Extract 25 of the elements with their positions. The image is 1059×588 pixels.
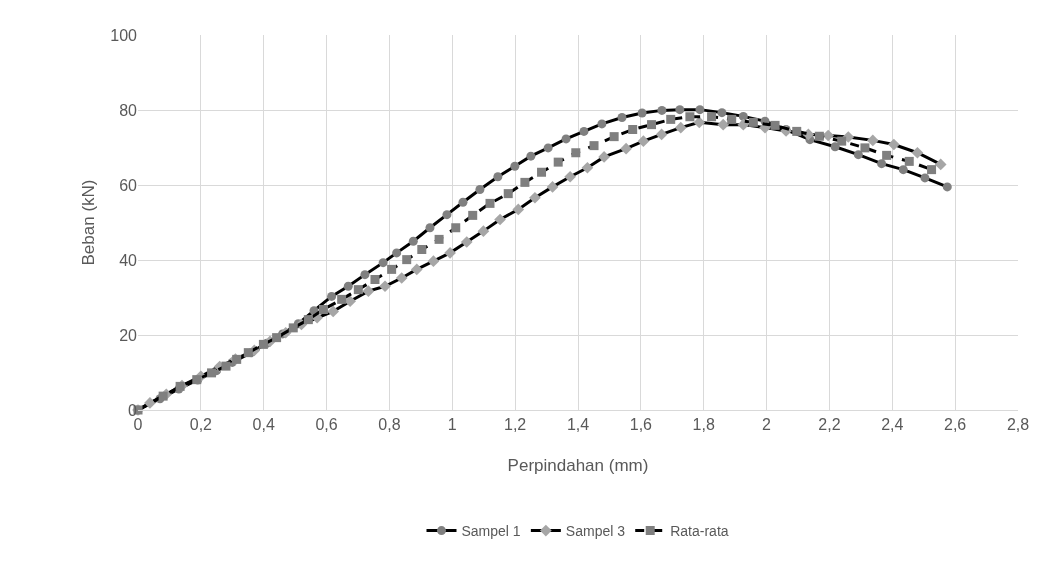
- x-tick-label: 1,6: [629, 416, 653, 434]
- y-axis-title: Beban (kN): [79, 179, 98, 266]
- y-tick-label: 0: [128, 401, 138, 419]
- y-tick-label: 40: [119, 251, 138, 269]
- x-tick-label: 0,4: [252, 416, 275, 434]
- x-axis-title: Perpindahan (mm): [507, 456, 649, 475]
- x-tick-label: 2,8: [1006, 416, 1030, 434]
- legend-label: Sampel 3: [565, 523, 626, 540]
- x-tick-label: 1,4: [566, 416, 590, 434]
- x-tick-label: 1,8: [692, 416, 715, 434]
- x-tick-label: 0,6: [315, 416, 338, 434]
- y-tick-label: 80: [119, 101, 138, 119]
- y-tick-label: 100: [110, 26, 138, 44]
- x-tick-label: 0,8: [378, 416, 401, 434]
- y-tick-label: 20: [119, 326, 138, 344]
- x-tick-label: 2: [762, 416, 772, 434]
- y-tick-label: 60: [119, 176, 138, 194]
- x-tick-label: 2,6: [944, 416, 967, 434]
- x-tick-label: 1: [447, 416, 457, 434]
- x-tick-label: 2,2: [818, 416, 841, 434]
- x-tick-label: 2,4: [881, 416, 904, 434]
- x-tick-label: 0,2: [189, 416, 213, 434]
- legend-label: Rata-rata: [670, 523, 729, 540]
- x-tick-label: 1,2: [504, 416, 527, 434]
- legend-label: Sampel 1: [461, 523, 521, 540]
